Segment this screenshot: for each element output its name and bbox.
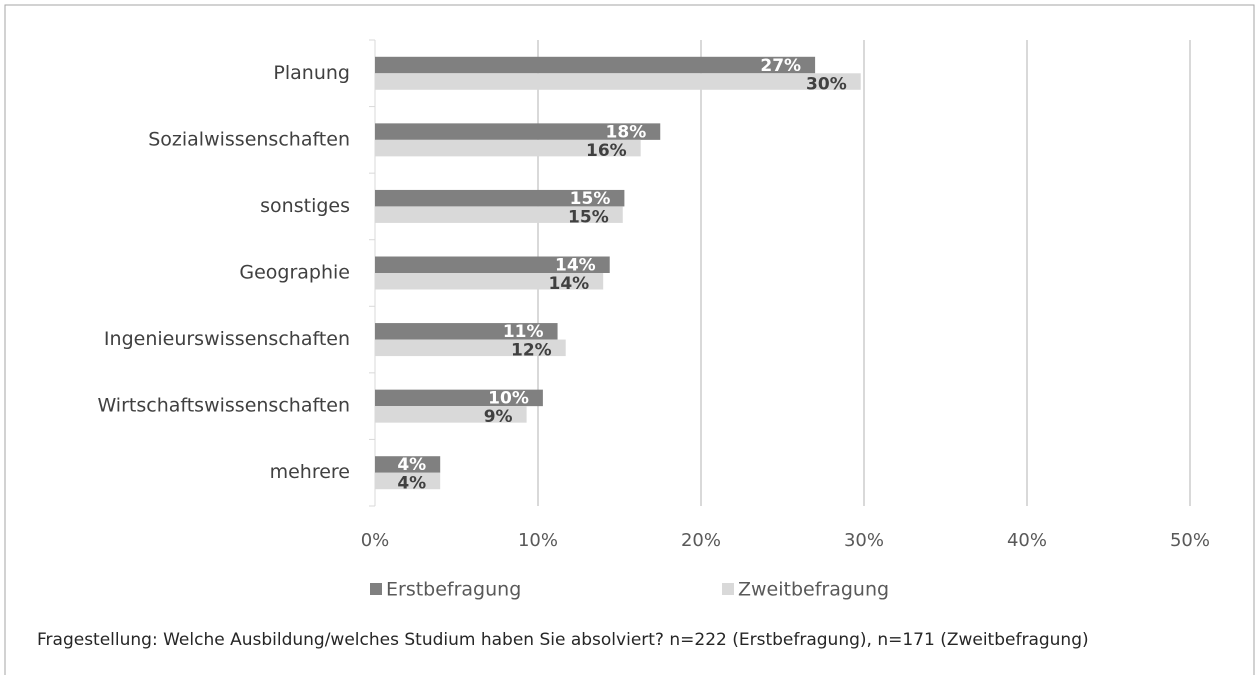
data-label: 12% [511, 341, 552, 361]
y-tick-label: mehrere [270, 461, 350, 483]
data-label: 14% [555, 256, 596, 276]
legend-label: Zweitbefragung [738, 579, 889, 601]
bar [375, 56, 816, 74]
data-label: 4% [397, 474, 426, 494]
x-tick-label: 10% [518, 530, 558, 551]
x-tick-label: 40% [1007, 530, 1047, 551]
y-tick-label: Sozialwissenschaften [148, 128, 350, 150]
x-tick-label: 30% [844, 530, 884, 551]
bar [375, 123, 661, 140]
data-label: 18% [606, 122, 647, 142]
y-tick-label: sonstiges [260, 195, 350, 217]
legend-swatch [370, 583, 382, 595]
legend-label: Erstbefragung [386, 579, 521, 601]
footnote: Fragestellung: Welche Ausbildung/welches… [37, 630, 1089, 650]
bar [375, 339, 566, 357]
y-tick-label: Wirtschaftswissenschaften [97, 395, 350, 417]
bar [375, 406, 527, 423]
bar [375, 189, 625, 207]
data-label: 15% [570, 189, 611, 209]
data-label: 11% [503, 322, 544, 342]
bar [375, 73, 861, 90]
data-label: 15% [568, 207, 609, 227]
y-tick-label: Geographie [239, 262, 350, 284]
bar [375, 139, 641, 157]
bar [375, 256, 610, 273]
chart-frame [4, 4, 1255, 675]
data-label: 4% [397, 455, 426, 475]
bar [375, 472, 441, 490]
data-label: 10% [488, 389, 529, 409]
data-label: 9% [484, 407, 513, 427]
legend-swatch [722, 583, 734, 595]
bar [375, 323, 558, 340]
bar [375, 273, 604, 290]
x-tick-label: 0% [361, 530, 390, 551]
y-tick-label: Planung [273, 62, 350, 84]
x-tick-label: 50% [1170, 530, 1210, 551]
data-label: 16% [586, 141, 627, 161]
data-label: 14% [548, 274, 589, 294]
y-tick-label: Ingenieurswissenschaften [104, 328, 350, 350]
data-label: 30% [806, 74, 847, 94]
data-label: 27% [760, 56, 801, 76]
x-tick-label: 20% [681, 530, 721, 551]
bar [375, 389, 543, 407]
bar [375, 206, 623, 223]
bar [375, 456, 441, 473]
